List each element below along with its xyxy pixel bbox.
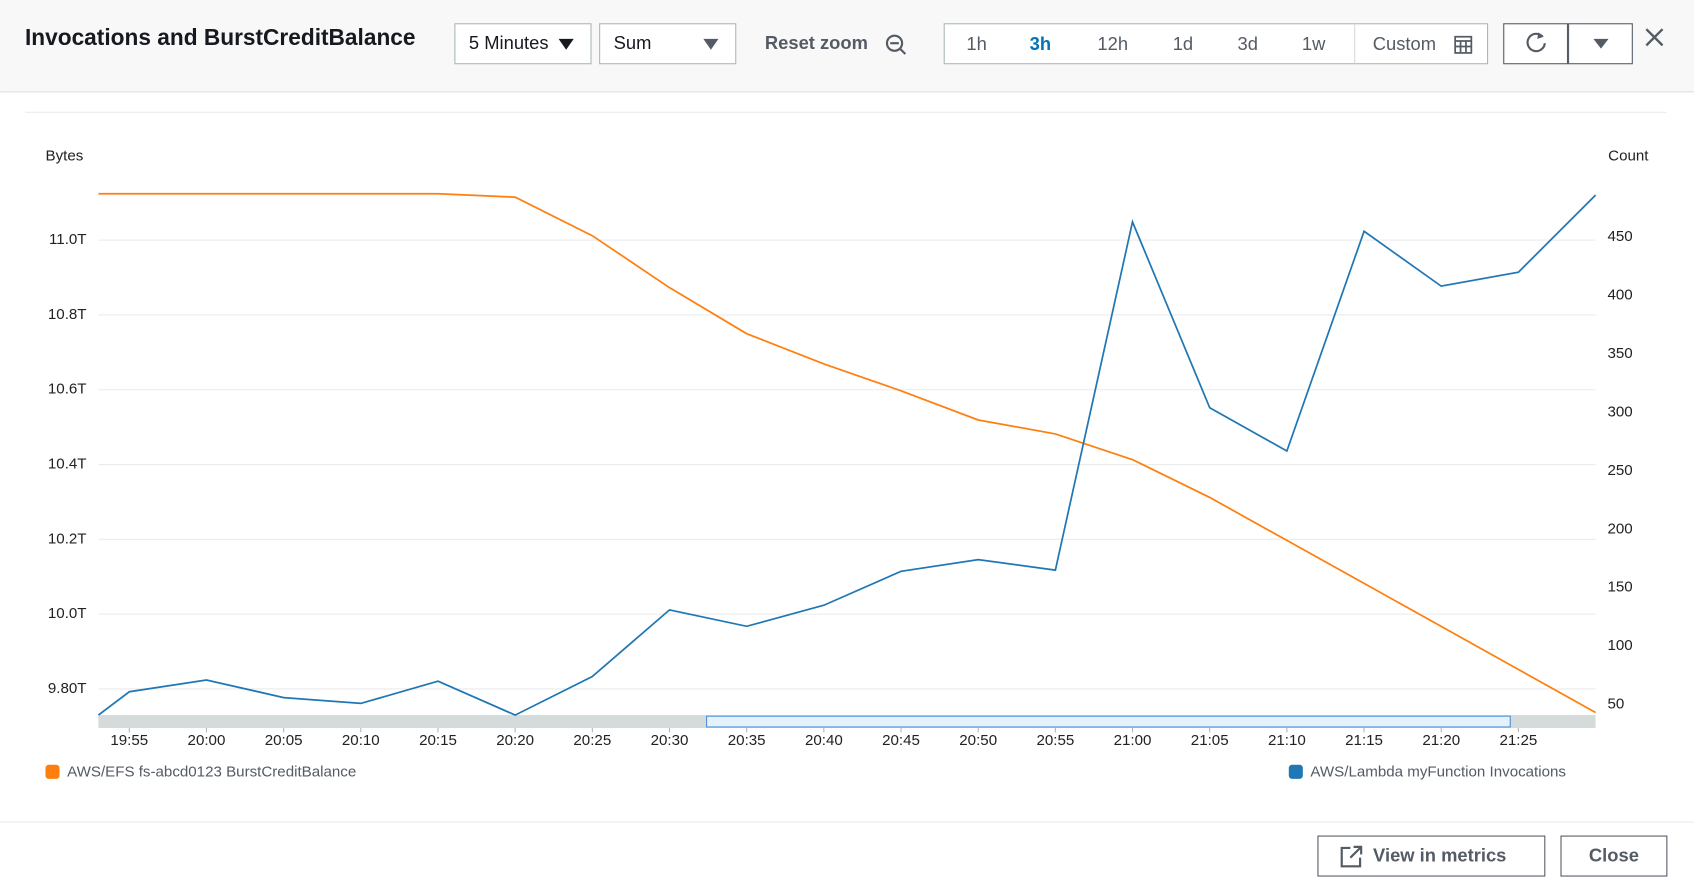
close-button[interactable] [1560,835,1668,877]
x-tick-label: 20:55 [1036,732,1074,749]
caret [703,38,719,50]
reset-zoom[interactable]: Reset zoom [765,32,868,53]
y-tick-label: 10.4T [48,456,87,473]
y-tick-label: 10.8T [48,306,87,323]
legend-label: AWS/EFS fs-abcd0123 BurstCreditBalance [67,763,356,780]
x-tick-label: 21:15 [1345,732,1383,749]
view-in-metrics-button[interactable] [1317,835,1546,877]
range-group [943,23,1489,65]
legend-swatch [45,764,60,779]
y2-tick-label: 350 [1607,345,1632,362]
x-tick-label: 20:10 [342,732,380,749]
statistic-value: Sum [614,32,652,53]
y-tick-label: 10.2T [48,530,87,547]
chart: Bytes Count 9.80T 10.0T 10.2T 10.4T 10.6T 10.8T… [45,148,1649,780]
y2-tick-label: 400 [1607,287,1632,304]
x-tick-label: 20:30 [651,732,689,749]
x-tick-label: 20:15 [419,732,457,749]
x-tick-label: 21:00 [1114,732,1152,749]
series-line [98,192,1596,714]
range-option[interactable]: 3d [1238,33,1258,54]
range-option[interactable]: 1d [1173,33,1193,54]
refresh-icon [1526,32,1546,53]
range-option[interactable]: 1w [1302,33,1326,54]
x-tick-label: 21:25 [1499,732,1537,749]
range-option[interactable]: 12h [1097,33,1128,54]
close-icon[interactable] [1645,28,1664,47]
y2-axis-label: Count [1608,148,1649,165]
zoom-slider [706,715,1511,728]
x-tick-label: 20:40 [805,732,843,749]
y-tick-label: 10.6T [48,381,87,398]
period-value: 5 Minutes [469,32,549,53]
x-tick-label: 21:10 [1268,732,1306,749]
range-option[interactable]: 3h [1030,33,1051,54]
y2-tick-label: 300 [1607,403,1632,420]
y-axis-label: Bytes [45,148,83,165]
calendar-icon [1454,35,1473,54]
caret [558,38,574,50]
x-tick-label: 20:45 [882,732,920,749]
range-option[interactable]: Custom [1373,33,1436,54]
legend-swatch [1288,764,1303,779]
x-tick-label: 20:50 [959,732,997,749]
legend-label: AWS/Lambda myFunction Invocations [1310,763,1566,780]
x-tick-label: 20:25 [573,732,611,749]
y2-tick-label: 250 [1607,462,1632,479]
y-tick-label: 10.0T [48,605,87,622]
series-line [97,194,1597,717]
x-tick-label: 20:35 [728,732,766,749]
dialog-title: Invocations and BurstCreditBalance [25,24,416,50]
zoom-out-icon [885,34,907,55]
y2-tick-label: 50 [1607,696,1624,713]
y2-tick-label: 100 [1607,637,1632,654]
y-tick-label: 11.0T [49,231,87,248]
x-tick-label: 19:55 [110,732,148,749]
caret [1593,38,1609,49]
y2-tick-label: 150 [1607,579,1632,596]
y2-tick-label: 450 [1607,228,1632,245]
range-option[interactable]: 1h [966,33,986,54]
button-label: Close [1589,844,1639,865]
y-tick-label: 9.80T [48,680,87,697]
x-tick-label: 20:00 [188,732,226,749]
y2-tick-label: 200 [1607,520,1632,537]
refresh-icon [1537,32,1544,39]
external-link-icon [1340,845,1363,868]
x-tick-label: 20:20 [496,732,534,749]
x-tick-label: 20:05 [265,732,303,749]
x-tick-label: 21:20 [1422,732,1460,749]
button-label: View in metrics [1373,844,1506,865]
refresh-button[interactable] [1503,23,1569,65]
x-tick-label: 21:05 [1191,732,1229,749]
